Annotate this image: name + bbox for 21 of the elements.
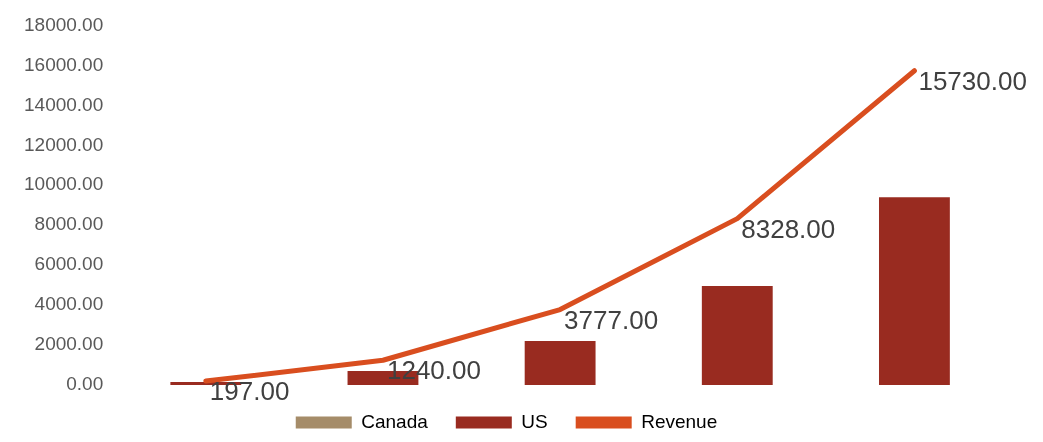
y-tick-label: 2000.00: [34, 333, 104, 355]
data-label: 197.00: [209, 376, 290, 407]
y-tick-label: 10000.00: [24, 173, 104, 195]
bar: [701, 286, 773, 385]
y-tick-label: 4000.00: [34, 293, 104, 315]
bar: [879, 197, 950, 385]
data-label: 15730.00: [918, 65, 1027, 96]
y-tick-label: 16000.00: [24, 53, 104, 75]
legend-label: US: [521, 410, 548, 432]
bar: [524, 341, 596, 385]
legend-label: Revenue: [641, 410, 718, 432]
y-tick-label: 8000.00: [34, 213, 104, 235]
legend-label: Canada: [361, 410, 429, 432]
y-tick-label: 0.00: [66, 373, 104, 395]
y-tick-label: 6000.00: [34, 253, 104, 275]
y-tick-label: 18000.00: [24, 13, 104, 35]
data-label: 8328.00: [741, 213, 836, 244]
data-label: 1240.00: [386, 355, 481, 386]
y-tick-label: 12000.00: [24, 133, 104, 155]
y-tick-label: 14000.00: [24, 93, 104, 115]
data-label: 3777.00: [564, 304, 659, 335]
